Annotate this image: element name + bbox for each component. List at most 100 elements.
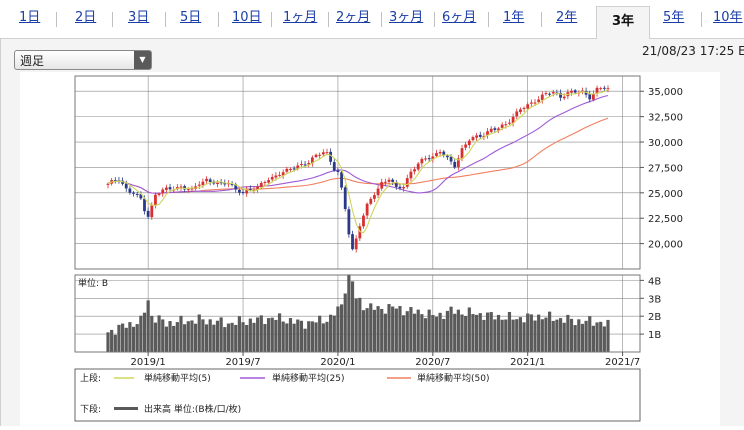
- tab-separator: [56, 12, 57, 27]
- volume-bar: [588, 316, 592, 352]
- tab-3d[interactable]: 3日: [128, 10, 150, 25]
- candle-body: [289, 168, 292, 170]
- tab-1d[interactable]: 1日: [19, 10, 41, 25]
- volume-bar: [190, 320, 194, 352]
- candle-body: [329, 151, 333, 162]
- candle-body: [376, 188, 380, 196]
- tab-10y[interactable]: 10年: [713, 10, 743, 25]
- volume-bar: [259, 315, 263, 352]
- candle-body: [362, 215, 365, 227]
- volume-bar: [482, 319, 486, 352]
- tab-6m[interactable]: 6ヶ月: [442, 10, 477, 25]
- tab-5d[interactable]: 5日: [180, 10, 202, 25]
- candle-body: [223, 182, 227, 185]
- candle-body: [124, 183, 128, 189]
- tab-2m[interactable]: 2ヶ月: [336, 10, 371, 25]
- candle-body: [548, 93, 552, 95]
- volume-bar: [310, 321, 314, 352]
- volume-bar: [606, 319, 610, 352]
- candle-body: [522, 107, 526, 109]
- volume-bar: [277, 313, 282, 352]
- candle-body: [358, 226, 362, 239]
- x-tick-label: 2020/7: [415, 357, 450, 368]
- volume-bar: [533, 320, 537, 352]
- volume-bar: [369, 303, 373, 352]
- volume-bar: [522, 322, 526, 352]
- candle-body: [146, 210, 150, 217]
- volume-bar: [230, 322, 234, 352]
- price-tick-label: 27,500: [648, 163, 683, 174]
- x-tick-label: 2021/7: [605, 357, 640, 368]
- candle-period-value: 週足: [20, 54, 45, 68]
- volume-bar: [438, 312, 442, 352]
- candle-body: [354, 238, 358, 250]
- tab-2y[interactable]: 2年: [556, 10, 578, 25]
- candle-body: [197, 184, 201, 186]
- volume-bar: [208, 319, 212, 352]
- candle-body: [278, 174, 281, 176]
- volume-bar: [376, 306, 380, 352]
- volume-bar: [329, 314, 333, 352]
- volume-bar: [540, 319, 544, 352]
- volume-bar: [416, 309, 420, 352]
- candle-body: [274, 175, 278, 178]
- volume-bar: [555, 319, 559, 352]
- candle-body: [205, 178, 208, 182]
- candle-body: [544, 93, 548, 95]
- candle-body: [391, 179, 395, 182]
- volume-bar: [420, 314, 424, 352]
- tab-separator: [328, 12, 329, 27]
- candle-body: [310, 157, 314, 164]
- candle-body: [121, 180, 124, 184]
- candle-body: [154, 194, 157, 206]
- candle-body: [373, 195, 376, 199]
- volume-bar: [336, 306, 340, 352]
- chart-area: 20,000 22,500 25,000 27,500 30,000 32,500 35,0…: [20, 72, 720, 426]
- volume-bar: [493, 319, 497, 352]
- candle-body: [588, 94, 592, 100]
- volume-bar: [179, 315, 183, 352]
- volume-bar: [204, 324, 209, 352]
- x-tick-label: 2019/1: [131, 357, 166, 368]
- candle-body: [296, 165, 300, 170]
- tab-3y[interactable]: 3年: [596, 6, 650, 41]
- chevron-down-icon: ▼: [134, 51, 151, 69]
- legend-box: [74, 368, 641, 422]
- volume-bar: [307, 321, 311, 352]
- tab-1y[interactable]: 1年: [503, 10, 525, 25]
- volume-bar: [139, 315, 143, 352]
- volume-bar: [361, 310, 366, 352]
- candle-body: [475, 135, 479, 138]
- price-panel-frame: [74, 75, 641, 270]
- volume-bar: [402, 315, 406, 352]
- volume-bar: [518, 317, 523, 352]
- candle-body: [519, 109, 522, 113]
- tab-5y[interactable]: 5年: [663, 10, 685, 25]
- volume-bar: [496, 314, 501, 352]
- candle-period-select[interactable]: 週足 ▼: [14, 50, 152, 70]
- candle-body: [424, 158, 427, 160]
- tab-1m[interactable]: 1ヶ月: [283, 10, 318, 25]
- tab-3m[interactable]: 3ヶ月: [389, 10, 424, 25]
- x-axis: 2019/1 2019/7 2020/1 2020/7 2021/1 2021/7: [131, 352, 640, 368]
- volume-bar: [292, 323, 296, 352]
- period-tab-bar: 1日 2日 3日 5日 10日 1ヶ月 2ヶ月 3ヶ月 6ヶ月 1年 2年 3年…: [0, 0, 744, 41]
- candle-body: [340, 172, 343, 188]
- volume-bar: [558, 318, 563, 352]
- volume-bar: [212, 324, 216, 352]
- volume-bar: [314, 322, 318, 352]
- volume-bar: [500, 319, 504, 352]
- tab-separator: [381, 12, 382, 27]
- volume-bar: [569, 318, 574, 352]
- tab-10d[interactable]: 10日: [232, 10, 262, 25]
- candle-body: [336, 170, 340, 172]
- tab-2d[interactable]: 2日: [75, 10, 97, 25]
- x-tick-label: 2021/1: [510, 357, 545, 368]
- volume-bar: [489, 312, 493, 352]
- volume-bar: [548, 311, 552, 352]
- candle-body: [245, 189, 249, 194]
- volume-bar: [409, 307, 413, 352]
- volume-bar: [372, 309, 377, 352]
- volume-bar: [234, 324, 238, 352]
- volume-bar: [237, 316, 241, 352]
